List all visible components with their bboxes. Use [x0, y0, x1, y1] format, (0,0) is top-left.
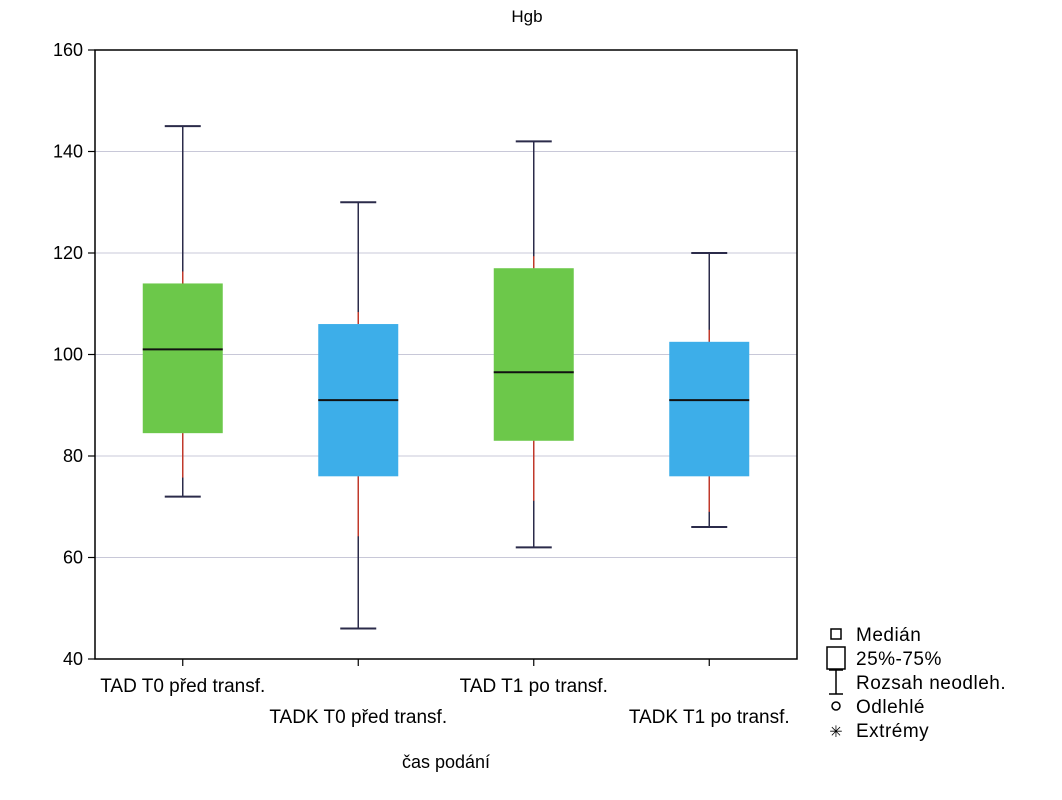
legend-label: Rozsah neodleh. — [856, 673, 1006, 694]
y-axis: 40 60 80 100 120 140 160 — [53, 40, 95, 669]
x-category-label: TADK T0 před transf. — [269, 707, 447, 728]
legend: Medián 25%-75% Rozsah neodleh. Odlehlé ✳ Extr… — [826, 625, 1006, 742]
x-axis: TAD T0 před transf.TADK T0 před transf. T… — [100, 659, 790, 728]
box-2 — [318, 201, 399, 630]
box-3 — [493, 140, 574, 549]
y-tick-label: 40 — [63, 649, 83, 669]
iqr-box — [493, 268, 574, 441]
y-tick-label: 160 — [53, 40, 83, 60]
small-square-icon — [830, 628, 842, 640]
whisker-icon — [829, 669, 843, 695]
y-tick-label: 120 — [53, 243, 83, 263]
box-1 — [142, 125, 223, 498]
chart-title: Hgb — [511, 7, 542, 26]
x-category-label: TADK T1 po transf. — [629, 707, 790, 728]
boxes — [142, 125, 750, 630]
x-category-label: TAD T0 před transf. — [100, 676, 265, 697]
box-4 — [669, 252, 750, 529]
legend-label: Odlehlé — [856, 697, 925, 718]
legend-label: Extrémy — [856, 721, 929, 742]
x-category-label: TAD T1 po transf. — [460, 676, 608, 697]
legend-label: 25%-75% — [856, 649, 942, 670]
y-tick-label: 80 — [63, 446, 83, 466]
iqr-box — [142, 283, 223, 434]
legend-item-2: 25%-75% — [826, 646, 942, 670]
asterisk-icon: ✳ — [829, 724, 842, 741]
legend-item-1: Medián — [830, 625, 921, 646]
legend-item-4: Odlehlé — [831, 697, 925, 718]
iqr-box — [669, 341, 750, 477]
circle-icon — [831, 701, 841, 711]
y-tick-label: 100 — [53, 345, 83, 365]
legend-item-5: ✳ Extrémy — [829, 721, 929, 742]
legend-label: Medián — [856, 625, 921, 646]
svg-text:✳: ✳ — [829, 724, 842, 741]
y-tick-label: 140 — [53, 142, 83, 162]
legend-item-3: Rozsah neodleh. — [829, 669, 1006, 695]
box-icon — [826, 646, 846, 670]
x-axis-label: čas podání — [402, 752, 490, 772]
y-tick-label: 60 — [63, 548, 83, 568]
